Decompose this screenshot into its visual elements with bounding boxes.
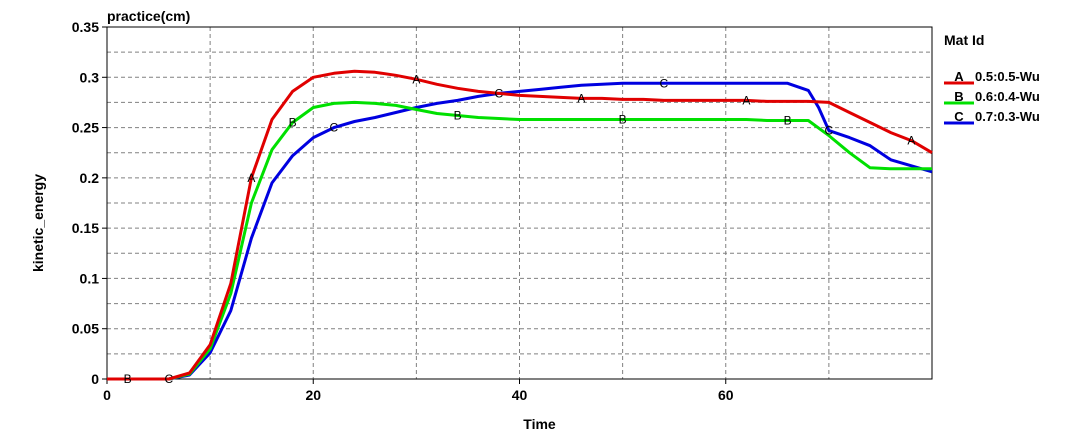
series-marker-a: A — [907, 134, 915, 148]
series-line-a — [107, 69, 933, 381]
series-marker-b: B — [289, 116, 297, 130]
y-tick-label: 0.15 — [72, 220, 99, 236]
legend-label: 0.6:0.4-Wu — [975, 89, 1040, 104]
y-tick-label: 0.3 — [80, 69, 100, 85]
y-tick-label: 0 — [91, 371, 99, 387]
y-tick-label: 0.35 — [72, 19, 99, 35]
x-tick-label: 40 — [512, 387, 528, 403]
x-tick-label: 0 — [103, 387, 111, 403]
series-marker-b: B — [124, 372, 132, 386]
x-tick-label: 20 — [305, 387, 321, 403]
legend-marker: A — [954, 69, 964, 84]
legend-item-a: A 0.5:0.5-Wu — [944, 69, 1040, 85]
y-axis-label: kinetic_energy — [30, 174, 46, 272]
series-marker-c: C — [330, 121, 339, 135]
series-marker-c: C — [825, 124, 834, 138]
series-marker-c: C — [660, 76, 669, 90]
series-markers: A A A A A B B B B B C C C C C — [124, 72, 916, 386]
series-marker-b: B — [784, 114, 792, 128]
series-marker-a: A — [247, 171, 255, 185]
grid — [107, 27, 932, 379]
series-line-c — [107, 81, 933, 381]
legend-item-c: C 0.7:0.3-Wu — [944, 109, 1040, 125]
legend-item-b: B 0.6:0.4-Wu — [944, 89, 1040, 105]
legend-marker: B — [954, 89, 963, 104]
series-marker-a: A — [412, 72, 420, 86]
series-marker-c: C — [165, 372, 174, 386]
x-tick-label: 60 — [718, 387, 734, 403]
legend-marker: C — [954, 109, 964, 124]
y-tick-label: 0.2 — [80, 170, 100, 186]
series-lines — [107, 69, 933, 381]
y-tick-label: 0.05 — [72, 321, 99, 337]
series-line-b — [107, 100, 932, 381]
x-axis-label: Time — [523, 416, 556, 432]
axis-ticks: 0 0.05 0.1 0.15 0.2 0.25 0.3 0.35 0 20 40 60 — [72, 19, 734, 403]
legend-title: Mat Id — [944, 32, 984, 48]
y-tick-label: 0.25 — [72, 120, 99, 136]
series-marker-a: A — [742, 93, 750, 107]
legend: Mat Id A 0.5:0.5-Wu B 0.6:0.4-Wu C 0.7:0.3-Wu — [944, 32, 1040, 125]
legend-label: 0.5:0.5-Wu — [975, 69, 1040, 84]
series-marker-b: B — [454, 109, 462, 123]
chart-title: practice(cm) — [107, 8, 190, 24]
series-marker-a: A — [577, 91, 585, 105]
series-marker-c: C — [495, 86, 504, 100]
y-tick-label: 0.1 — [80, 270, 100, 286]
series-marker-b: B — [619, 113, 627, 127]
legend-label: 0.7:0.3-Wu — [975, 109, 1040, 124]
